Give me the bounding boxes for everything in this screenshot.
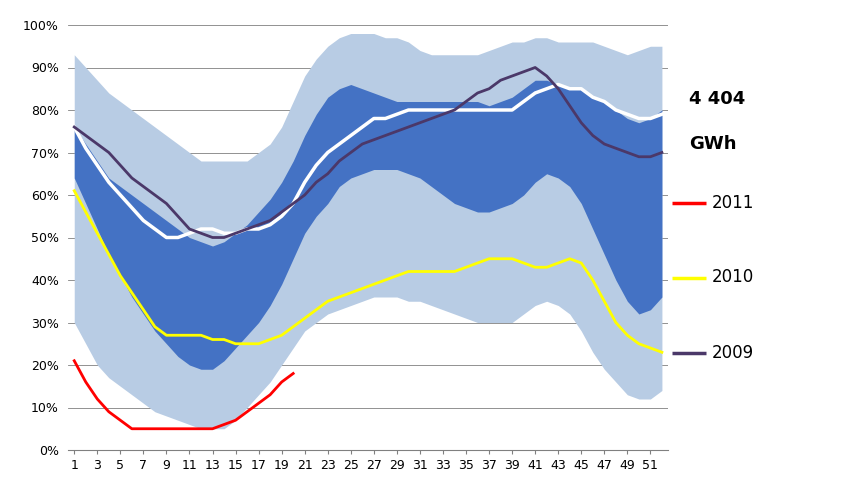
Text: 2010: 2010 — [712, 268, 754, 286]
Text: 2009: 2009 — [712, 344, 754, 361]
Text: GWh: GWh — [689, 135, 736, 153]
Text: 2011: 2011 — [712, 194, 755, 212]
Text: 4 404: 4 404 — [689, 90, 746, 108]
